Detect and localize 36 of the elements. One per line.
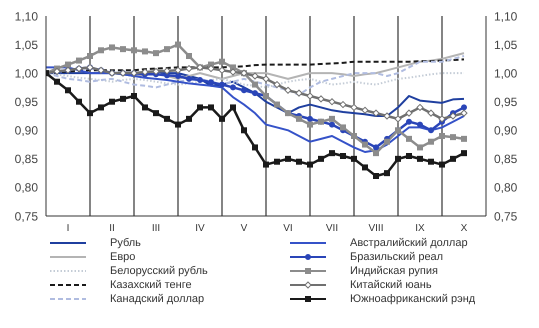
y-tick-label: 1,00	[14, 66, 38, 80]
legend-label: Белорусский рубль	[110, 265, 208, 277]
legend-label: Индийская рупия	[350, 265, 438, 277]
legend-label: Рубль	[110, 237, 141, 249]
y-tick-label: 0,95	[14, 94, 38, 109]
y-tick-label: 0,85	[14, 152, 38, 166]
y-tick-label: 0,75	[14, 209, 38, 224]
y2-tick-label: 0,80	[494, 180, 518, 195]
y-tick-label: 0,90	[14, 124, 38, 138]
legend-label: Китайский юань	[350, 279, 432, 291]
legend-label: Бразильский реал	[350, 251, 444, 263]
x-tick-label: V	[240, 223, 248, 234]
x-tick-label: II	[109, 223, 115, 234]
y2-tick-label: 0,85	[494, 152, 518, 166]
y-tick-label: 1,05	[14, 38, 38, 52]
y2-tick-label: 1,10	[494, 9, 518, 24]
y2-tick-label: 0,95	[494, 94, 518, 109]
y2-tick-label: 0,90	[494, 124, 518, 138]
legend-label: Южноафриканский рэнд	[350, 293, 476, 305]
x-tick-label: IX	[415, 223, 426, 234]
y2-tick-label: 1,00	[494, 66, 518, 80]
legend-label: Евро	[110, 251, 136, 263]
y2-tick-label: 1,05	[494, 38, 518, 52]
x-tick-label: VIII	[368, 223, 384, 234]
legend-label: Казахский тенге	[110, 279, 192, 291]
x-tick-label: X	[460, 223, 468, 234]
x-tick-label: VII	[326, 223, 338, 234]
legend-label: Австралийский доллар	[350, 237, 468, 249]
y-tick-label: 1,10	[14, 9, 38, 24]
x-tick-label: I	[66, 223, 70, 234]
x-tick-label: VI	[283, 223, 293, 234]
x-tick-label: III	[152, 223, 160, 234]
y2-tick-label: 0,75	[494, 209, 518, 224]
x-tick-label: IV	[195, 223, 206, 234]
y-tick-label: 0,80	[14, 180, 38, 195]
legend-label: Канадский доллар	[110, 293, 204, 305]
